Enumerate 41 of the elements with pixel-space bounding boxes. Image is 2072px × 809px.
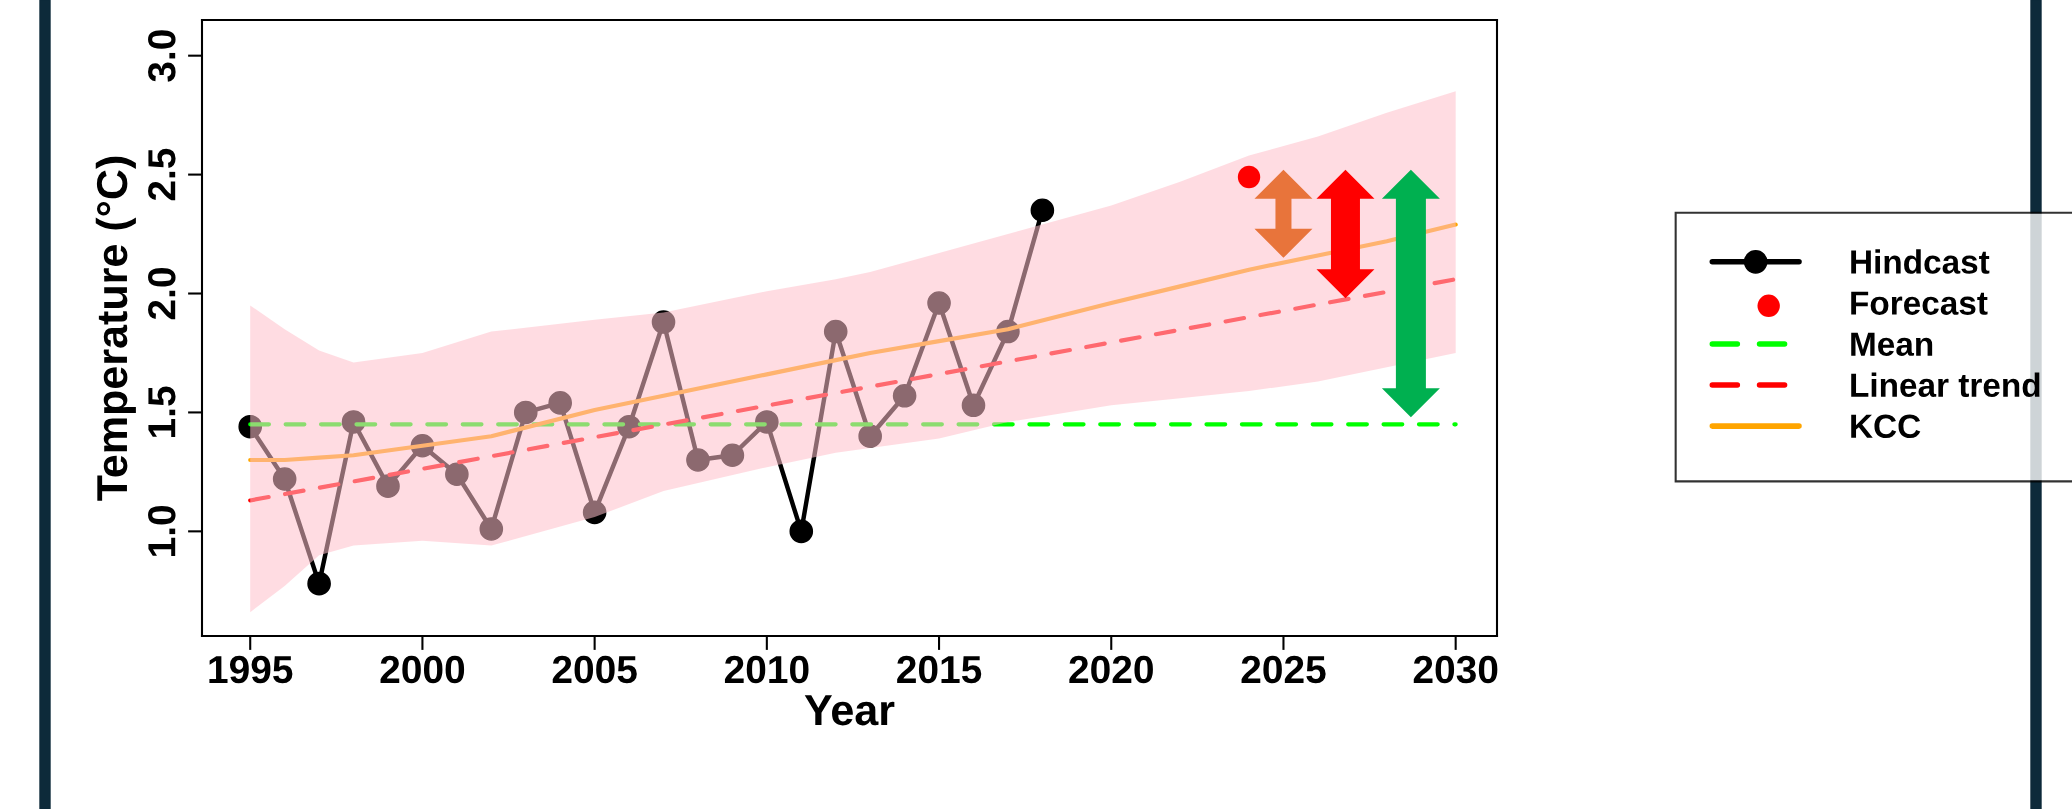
point <box>961 393 986 418</box>
legend-label: KCC <box>1851 414 1921 439</box>
x-tick-label: 2025 <box>1241 655 1326 684</box>
point <box>1237 165 1261 189</box>
x-tick-label: 2000 <box>380 655 465 684</box>
legend-label: Linear trend <box>1851 372 2040 398</box>
point <box>892 383 917 408</box>
point <box>548 391 572 415</box>
point <box>376 474 400 498</box>
x-tick-label: 2010 <box>724 655 809 684</box>
x-tick-label: 2020 <box>1069 655 1153 684</box>
y-tick-label: 2.5 <box>148 148 176 201</box>
y-tick-label: 3.0 <box>148 30 176 82</box>
x-tick-label: 2005 <box>552 655 637 684</box>
point <box>479 517 504 541</box>
point <box>823 319 848 344</box>
point <box>651 310 676 334</box>
point <box>272 467 297 491</box>
point <box>720 443 745 468</box>
x-tick-label: 2030 <box>1413 655 1498 684</box>
point <box>927 291 951 315</box>
y-tick-label: 2.0 <box>148 268 176 320</box>
legend-label: Forecast <box>1851 291 1988 315</box>
point <box>1030 198 1055 223</box>
y-tick-label: 1.5 <box>148 386 176 438</box>
point <box>307 571 331 596</box>
point <box>513 400 538 425</box>
legend-label: Hindcast <box>1851 249 1990 274</box>
point <box>686 448 710 472</box>
point <box>858 424 882 449</box>
point <box>445 462 469 487</box>
y-tick-label: 1.0 <box>148 505 176 556</box>
x-tick-label: 1995 <box>209 655 293 684</box>
x-axis-title: Year <box>804 695 895 726</box>
line-series <box>248 222 1458 463</box>
point <box>341 410 366 434</box>
y-axis-title: Temperature (°C) <box>95 156 136 501</box>
point <box>789 519 814 544</box>
x-tick-label: 2015 <box>897 655 982 684</box>
legend-label: Mean <box>1851 332 1933 356</box>
point <box>582 500 607 525</box>
